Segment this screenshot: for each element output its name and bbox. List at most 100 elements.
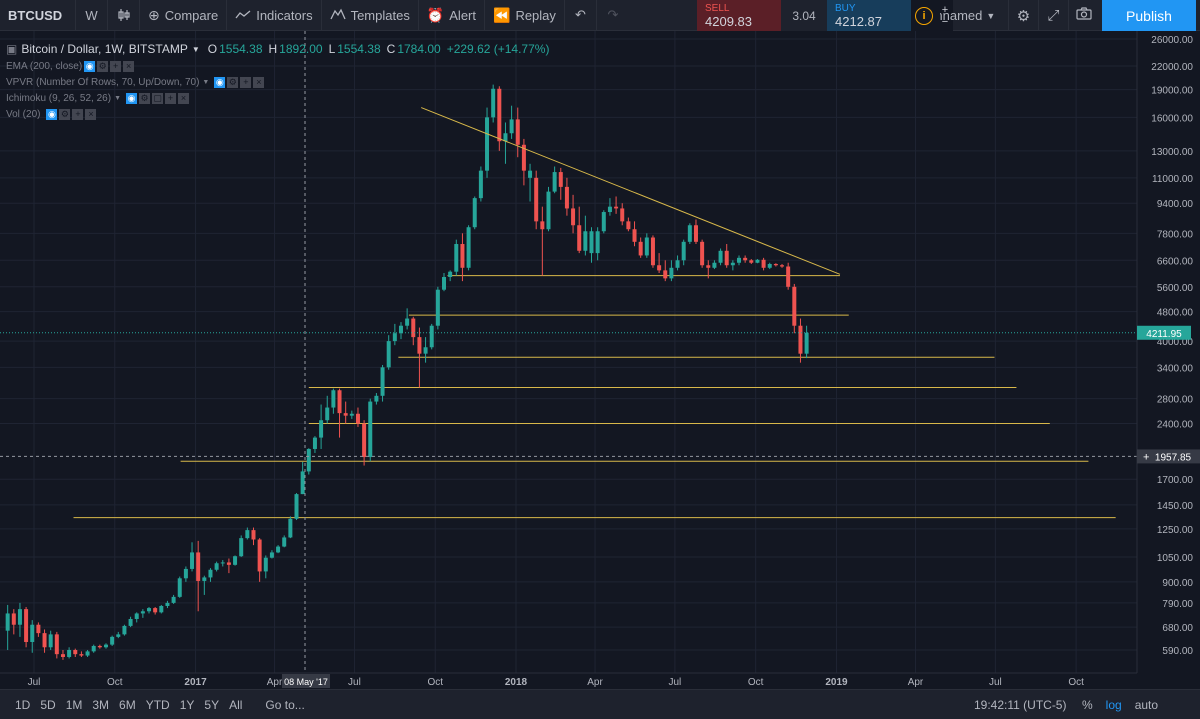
settings-icon[interactable]: ⚙ [227,76,239,88]
minus-icon[interactable]: − [941,15,949,28]
candle-body [478,170,483,199]
candle-body [220,562,225,564]
undo-button[interactable]: ↶ [565,0,597,31]
candle-body [552,172,557,192]
layout-name-dropdown[interactable]: Unnamed ▼ [940,0,1008,31]
change-value: +229.62 (+14.77%) [446,42,550,56]
chart-area[interactable]: Jul Oct 2017 Apr Jul Oct 2018 Apr Jul Oct 2019 Apr J… [0,31,1200,689]
candle-body [392,333,397,342]
period-6m[interactable]: 6M [119,697,136,712]
alert-button[interactable]: ⏰ Alert [419,0,485,31]
chevron-down-icon: ▼ [986,10,996,21]
y-tick-label: 790.00 [1162,599,1193,610]
eye-icon[interactable]: ◉ [126,92,137,104]
period-ytd[interactable]: YTD [145,697,170,712]
y-tick-label: 7800.00 [1157,229,1194,240]
clock[interactable]: 19:42:11 (UTC-5) [974,697,1067,712]
eye-icon[interactable]: ◉ [46,108,58,120]
symbol-search[interactable]: BTCUSD [0,0,76,31]
indicator-ema[interactable]: EMA (200, close) ◉ ⚙ + × [6,58,549,74]
candle-body [122,625,127,635]
indicator-ichimoku[interactable]: Ichimoku (9, 26, 52, 26) ▼ ◉ ⚙ ▢ + × [6,90,549,106]
period-1m[interactable]: 1M [65,697,83,712]
close-icon[interactable]: × [178,92,189,104]
period-5y[interactable]: 5Y [204,697,220,712]
goto-button[interactable]: Go to... [265,697,305,712]
eye-icon[interactable]: ◉ [214,76,226,88]
candle-body [128,618,133,626]
eye-icon[interactable]: ◉ [84,60,96,72]
settings-icon[interactable]: ⚙ [97,60,109,72]
symbol-icon: ▣ [6,42,18,56]
sell-button[interactable]: SELL 4209.83 [697,0,781,31]
y-axis: 26000.00 22000.00 19000.00 16000.00 13000.00… [1136,31,1200,689]
close-icon[interactable]: × [253,76,265,88]
period-1d[interactable]: 1D [15,697,31,712]
candle-body [288,518,293,538]
y-tick-label: 2400.00 [1157,420,1194,431]
candle-body [362,423,367,458]
settings-icon[interactable]: ⚙ [139,92,150,104]
redo-button[interactable]: ↷ [597,0,629,31]
top-toolbar: BTCUSD W ⊕ Compare Indicators Templates … [0,0,1200,31]
legend-title[interactable]: Bitcoin / Dollar, 1W, BITSTAMP [21,42,188,56]
candle-body [583,231,588,251]
indicator-vpvr[interactable]: VPVR (Number Of Rows, 70, Up/Down, 70) ▼… [6,74,549,90]
candle-body [153,608,158,613]
add-icon[interactable]: + [72,108,84,120]
interval-button[interactable]: W [76,0,108,31]
chevron-down-icon[interactable]: ▼ [191,44,200,54]
settings-icon: ⚙ [1016,7,1031,25]
candle-body [245,530,250,539]
period-1y[interactable]: 1Y [179,697,195,712]
close-icon[interactable]: × [85,108,97,120]
add-icon[interactable]: + [110,60,122,72]
publish-button[interactable]: Publish [1102,0,1196,31]
chevron-down-icon[interactable]: ▼ [114,94,121,102]
candle-body [5,613,10,631]
chevron-down-icon[interactable]: ▼ [202,78,210,86]
candle-body [67,650,72,657]
log-toggle[interactable]: log [1105,697,1122,712]
fullscreen-button[interactable]: ⤢ [1038,0,1068,31]
settings-icon[interactable]: ⚙ [59,108,71,120]
compare-button[interactable]: ⊕ Compare [140,0,228,31]
period-5d[interactable]: 5D [40,697,56,712]
x-tick-label: 2018 [505,677,528,688]
y-tick-label: 680.00 [1162,623,1193,634]
price-chart[interactable]: Jul Oct 2017 Apr Jul Oct 2018 Apr Jul Oct 2019 Apr J… [0,31,1200,689]
fullscreen-icon: ⤢ [1047,7,1060,24]
close-icon[interactable]: × [123,60,135,72]
add-icon[interactable]: + [240,76,252,88]
x-tick-label: Jul [28,677,41,688]
period-all[interactable]: All [229,697,243,712]
indicator-volume[interactable]: Vol (20) ◉ ⚙ + × [6,106,549,122]
period-3m[interactable]: 3M [92,697,110,712]
replay-button[interactable]: ⏪ Replay [485,0,565,31]
y-tick-label: 6600.00 [1157,256,1194,267]
candle-body [466,227,471,268]
indicator-label: EMA (200, close) [6,60,83,72]
plus-icon[interactable]: + [941,3,949,16]
indicator-label: VPVR (Number Of Rows, 70, Up/Down, 70) [6,76,200,88]
source-icon[interactable]: ▢ [152,92,163,104]
candle-body [706,265,711,268]
candle-body [534,177,539,222]
percent-toggle[interactable]: % [1082,697,1093,712]
snapshot-button[interactable] [1068,0,1098,31]
settings-button[interactable]: ⚙ [1008,0,1038,31]
quantity-stepper[interactable]: + − [937,0,953,31]
bar-style-icon[interactable] [108,0,140,31]
legend: ▣ Bitcoin / Dollar, 1W, BITSTAMP ▼ O 1554… [6,40,549,122]
templates-button[interactable]: Templates [322,0,419,31]
info-button[interactable]: i [911,0,937,31]
add-icon[interactable]: + [165,92,176,104]
candle-body [509,119,514,134]
candle-body [300,471,305,495]
open-value: 1554.38 [219,42,263,56]
x-tick-label: Jul [348,677,361,688]
auto-toggle[interactable]: auto [1134,697,1159,712]
indicators-button[interactable]: Indicators [227,0,322,31]
buy-button[interactable]: BUY 4212.87 [827,0,911,31]
price-labels: 4211.95 1957.85 +08 May '17 [282,325,1200,688]
